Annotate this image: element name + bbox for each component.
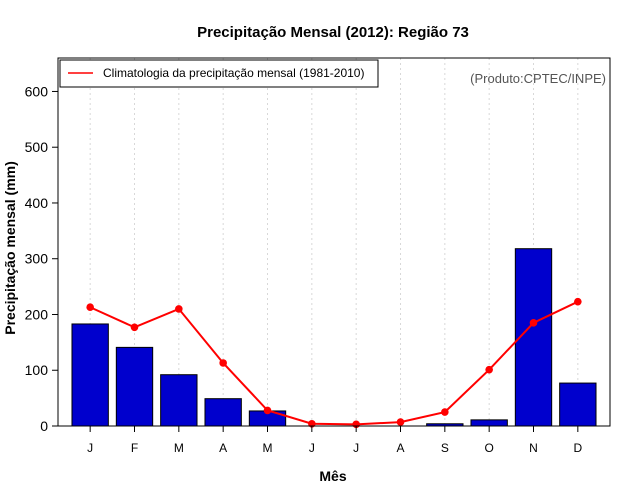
climatology-point-8 (441, 408, 449, 416)
x-tick-label: D (573, 441, 582, 455)
bar-11 (559, 382, 597, 427)
x-tick-label: J (309, 441, 315, 455)
climatology-line (89, 300, 579, 426)
vertical-gridlines (89, 58, 579, 426)
climatology-point-2 (175, 305, 183, 313)
legend-label: Climatologia da precipitação mensal (198… (103, 66, 364, 80)
climatology-point-11 (574, 297, 582, 306)
x-tick-label: A (396, 441, 404, 455)
x-tick-label: M (174, 441, 184, 455)
climatology-point-1 (130, 323, 139, 332)
y-axis-title: Precipitação mensal (mm) (2, 161, 18, 335)
bar-0 (71, 323, 109, 427)
bar-2 (160, 374, 198, 427)
climatology-point-3 (219, 359, 227, 367)
climatology-line-series (86, 297, 582, 429)
climatology-point-0 (86, 303, 94, 312)
y-tick-label: 500 (25, 139, 49, 155)
chart-title: Precipitação Mensal (2012): Região 73 (197, 24, 469, 41)
axes: 0 100 200 300 400 500 600 J F M A M J J A S O N D (25, 57, 611, 455)
x-tick-label: M (263, 441, 273, 455)
x-tick-label: J (353, 441, 359, 455)
climatology-point-4 (263, 406, 272, 415)
y-tick-label: 100 (25, 362, 49, 378)
y-tick-label: 300 (25, 251, 49, 267)
bar-1 (115, 346, 154, 427)
legend: Climatologia da precipitação mensal (198… (59, 59, 379, 88)
bar-9 (470, 419, 508, 427)
y-tick-label: 400 (25, 195, 49, 211)
x-tick-label: S (441, 441, 449, 455)
x-tick-label: O (484, 441, 493, 455)
y-tick-label: 0 (40, 418, 48, 434)
bar-3 (204, 398, 242, 427)
y-tick-label: 600 (25, 83, 49, 99)
x-tick-label: N (529, 441, 538, 455)
x-axis-title: Mês (319, 468, 346, 484)
climatology-point-7 (396, 418, 405, 426)
bar-10 (514, 248, 553, 427)
y-tick-label: 200 (25, 306, 49, 322)
climatology-point-10 (529, 319, 538, 327)
product-credit: (Produto:CPTEC/INPE) (470, 71, 606, 86)
bar-series (71, 248, 597, 427)
climatology-point-9 (485, 365, 493, 374)
x-tick-label: J (87, 441, 93, 455)
x-tick-label: F (131, 441, 138, 455)
x-tick-label: A (219, 441, 227, 455)
legend-box (59, 59, 379, 88)
plot-frame (57, 57, 611, 427)
